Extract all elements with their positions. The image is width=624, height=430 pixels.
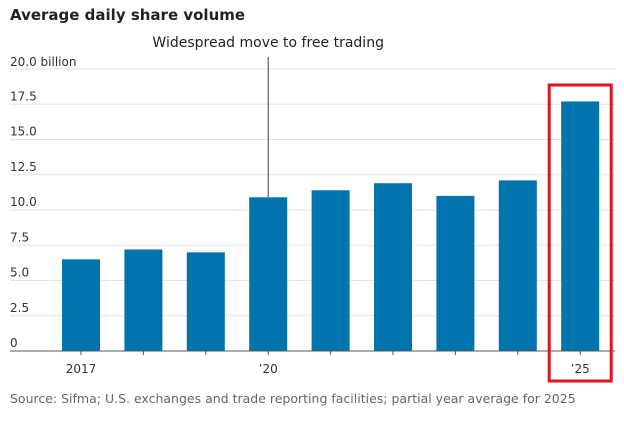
bars (62, 101, 600, 352)
annotation-text: Widespread move to free trading (152, 35, 384, 51)
y-tick-label: 15.0 (10, 125, 37, 139)
y-tick-label: 12.5 (10, 160, 37, 174)
y-unit-label: 20.0 billion (10, 55, 76, 69)
bar-2021 (311, 190, 350, 351)
y-tick-label: 5.0 (10, 266, 29, 280)
bar-2024 (498, 180, 537, 351)
y-tick-label: 7.5 (10, 230, 29, 244)
bar-2017 (62, 259, 100, 351)
chart-title: Average daily share volume (10, 6, 245, 24)
highlight-box (547, 83, 613, 383)
y-tick-label: 17.5 (10, 89, 37, 103)
bar-2019 (186, 252, 225, 351)
bar-2022 (374, 183, 412, 351)
y-tick-labels: 0 2.5 5.0 7.5 10.0 12.5 15.0 17.5 (10, 89, 37, 350)
y-tick-label: 0 (10, 336, 18, 350)
bar-2018 (124, 249, 163, 351)
x-tick-label: ’25 (571, 362, 590, 376)
bar-2025 (561, 101, 600, 352)
x-tick-label: 2017 (66, 362, 97, 376)
bar-2023 (436, 195, 475, 351)
bar-2020 (249, 197, 288, 351)
y-tick-label: 10.0 (10, 195, 37, 209)
x-tick-labels: 2017 ’20 ’25 (66, 351, 590, 376)
y-tick-label: 2.5 (10, 301, 29, 315)
source-note: Source: Sifma; U.S. exchanges and trade … (10, 391, 576, 406)
x-tick-label: ’20 (259, 362, 278, 376)
